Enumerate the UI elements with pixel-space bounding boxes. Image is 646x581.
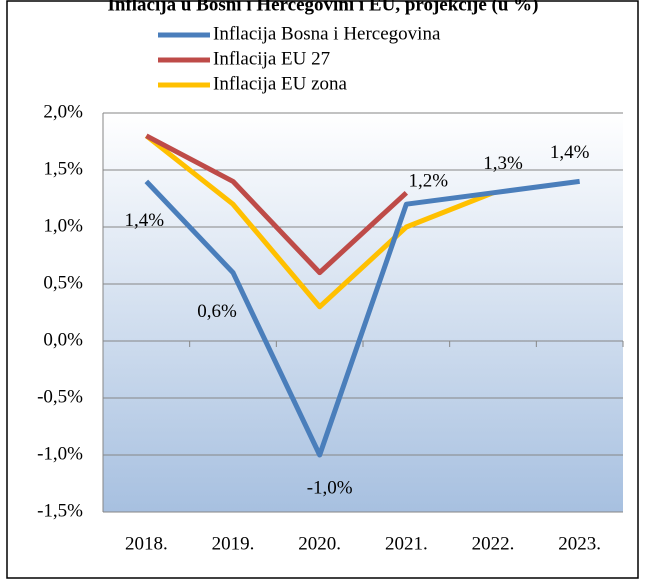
data-label: 1,2% <box>409 171 449 192</box>
series-line <box>144 133 494 310</box>
series-line <box>145 133 409 276</box>
series-line <box>144 178 580 458</box>
data-label: 1,4% <box>125 210 165 231</box>
y-tick-label: 1,0% <box>43 215 83 236</box>
legend-label: Inflacija Bosna i Hercegovina <box>213 23 441 44</box>
x-tick-label: 2022. <box>472 533 515 554</box>
x-tick-label: 2020. <box>298 533 341 554</box>
legend-label: Inflacija EU 27 <box>213 48 330 69</box>
x-tick-label: 2019. <box>212 533 255 554</box>
y-tick-label: 0,0% <box>43 329 83 350</box>
y-tick-label: 1,5% <box>43 158 83 179</box>
data-label: -1,0% <box>307 477 353 498</box>
chart-title: Inflacija u Bosni i Hercegovini i EU, pr… <box>107 0 538 15</box>
y-tick-label: 2,0% <box>43 101 83 122</box>
plot-area <box>103 113 623 512</box>
x-tick-label: 2021. <box>385 533 428 554</box>
data-label: 1,3% <box>483 153 523 174</box>
data-label: 0,6% <box>197 301 237 322</box>
x-tick-label: 2018. <box>125 533 168 554</box>
y-tick-label: -1,5% <box>37 500 83 521</box>
y-tick-label: 0,5% <box>43 272 83 293</box>
y-tick-label: -1,0% <box>37 443 83 464</box>
legend-label: Inflacija EU zona <box>213 73 348 94</box>
y-tick-label: -0,5% <box>37 386 83 407</box>
x-tick-label: 2023. <box>558 533 601 554</box>
data-label: 1,4% <box>550 142 590 163</box>
